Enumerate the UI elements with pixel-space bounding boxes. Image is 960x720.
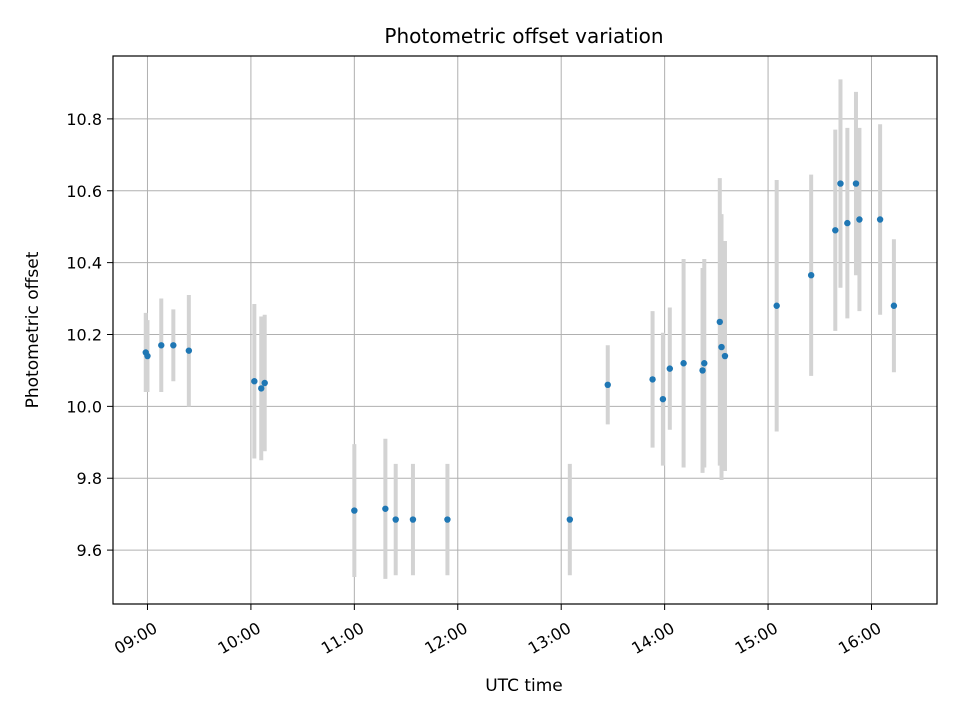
data-point	[832, 227, 839, 234]
data-point	[409, 516, 417, 523]
y-tick-label: 9.8	[77, 469, 102, 488]
data-point	[701, 360, 708, 367]
data-point	[170, 342, 177, 349]
data-point	[716, 318, 723, 326]
data-point	[837, 180, 844, 187]
data-point	[807, 272, 815, 279]
y-tick-label: 10.0	[66, 397, 102, 416]
data-point	[718, 343, 725, 351]
data-point	[158, 342, 165, 349]
data-point	[144, 352, 151, 360]
grid	[113, 56, 937, 604]
data-point	[604, 381, 611, 388]
y-tick-label: 10.8	[66, 110, 102, 129]
data-point	[251, 378, 258, 385]
y-tick-label: 10.6	[66, 182, 102, 201]
data-point	[890, 302, 898, 309]
y-axis-label: Photometric offset	[23, 251, 43, 408]
data-point	[444, 516, 451, 523]
data-point	[382, 505, 389, 512]
data-points	[142, 180, 898, 523]
data-point	[659, 395, 667, 403]
data-point	[392, 516, 399, 523]
plot-area-frame	[112, 55, 938, 605]
data-point	[649, 376, 656, 383]
data-point	[856, 216, 863, 223]
data-point	[566, 516, 574, 523]
y-tick-label: 9.6	[77, 541, 102, 560]
data-point	[721, 352, 729, 360]
data-point	[773, 302, 780, 309]
y-tick-label: 10.2	[66, 325, 102, 344]
data-point	[699, 367, 706, 374]
data-point	[680, 360, 687, 367]
data-point	[185, 347, 193, 354]
data-point	[876, 216, 884, 223]
x-axis-label: UTC time	[485, 676, 563, 696]
data-point	[852, 180, 860, 187]
data-point	[844, 219, 851, 227]
y-axis: 9.6 9.8 10.0 10.2 10.4 10.6 10.8	[66, 110, 113, 560]
data-point	[258, 385, 265, 392]
y-tick-label: 10.4	[66, 254, 102, 273]
data-point	[261, 379, 268, 387]
data-point	[666, 365, 674, 372]
data-point	[351, 507, 358, 514]
chart-title: Photometric offset variation	[384, 24, 663, 48]
